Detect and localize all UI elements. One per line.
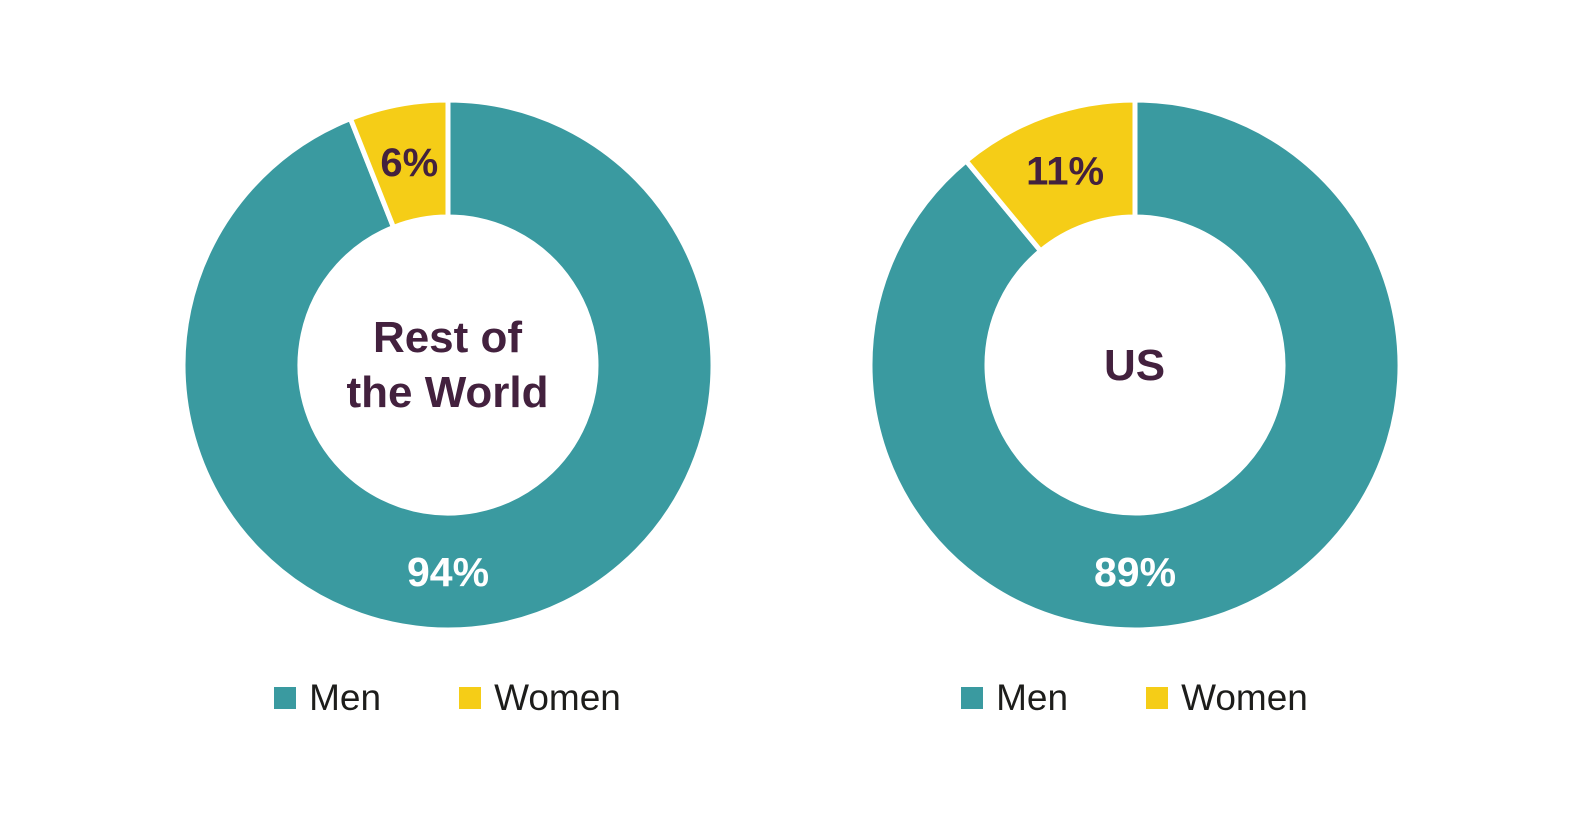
donut-us: 89% 11% US <box>865 95 1405 635</box>
donut-svg-us: 89% 11% <box>867 97 1402 633</box>
charts-row: 94% 6% Rest of the World Men Women 89% 11%… <box>178 95 1405 716</box>
donut-chart-us: 89% 11% US Men Women <box>865 95 1405 716</box>
legend-item-men: Men <box>274 679 381 716</box>
legend-item-women: Women <box>1146 679 1308 716</box>
donut-svg-rest-of-world: 94% 6% <box>180 97 715 633</box>
legend-item-women: Women <box>459 679 621 716</box>
legend-label-men: Men <box>309 677 382 718</box>
slice-value-label-women: 11% <box>1026 150 1104 194</box>
donut-slice-men <box>180 97 715 633</box>
legend-label-women: Women <box>1181 677 1308 718</box>
legend-swatch-women-icon <box>459 686 482 709</box>
chart-legend: Men Women <box>961 679 1308 716</box>
donut-chart-rest-of-world: 94% 6% Rest of the World Men Women <box>178 95 718 716</box>
slice-value-label-men: 89% <box>1093 549 1175 595</box>
donut-slice-women <box>346 97 450 231</box>
legend-label-men: Men <box>996 677 1069 718</box>
slice-value-label-women: 6% <box>380 141 438 185</box>
chart-legend: Men Women <box>274 679 621 716</box>
legend-swatch-women-icon <box>1146 686 1169 709</box>
donut-slice-men <box>867 97 1402 633</box>
donut-rest-of-world: 94% 6% Rest of the World <box>178 95 718 635</box>
legend-item-men: Men <box>961 679 1068 716</box>
legend-label-women: Women <box>494 677 621 718</box>
legend-swatch-men-icon <box>961 686 984 709</box>
donut-slice-women <box>962 97 1137 255</box>
legend-swatch-men-icon <box>274 686 297 709</box>
slice-value-label-men: 94% <box>406 549 488 595</box>
